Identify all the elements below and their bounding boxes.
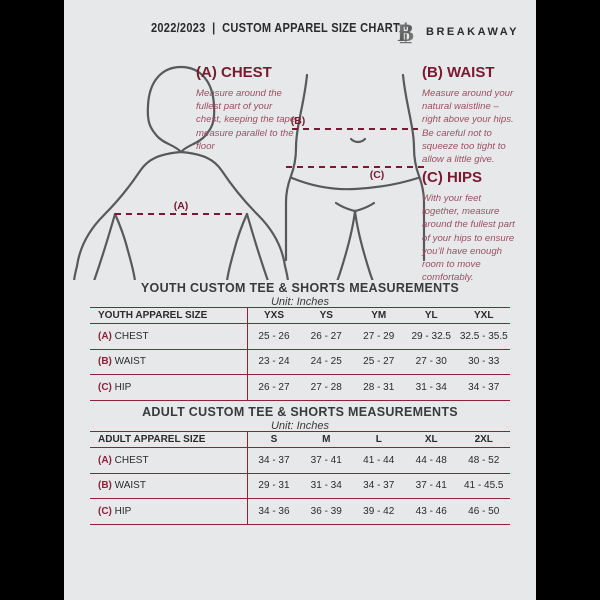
svg-text:(A): (A) xyxy=(174,200,189,212)
svg-text:(C): (C) xyxy=(370,169,385,181)
